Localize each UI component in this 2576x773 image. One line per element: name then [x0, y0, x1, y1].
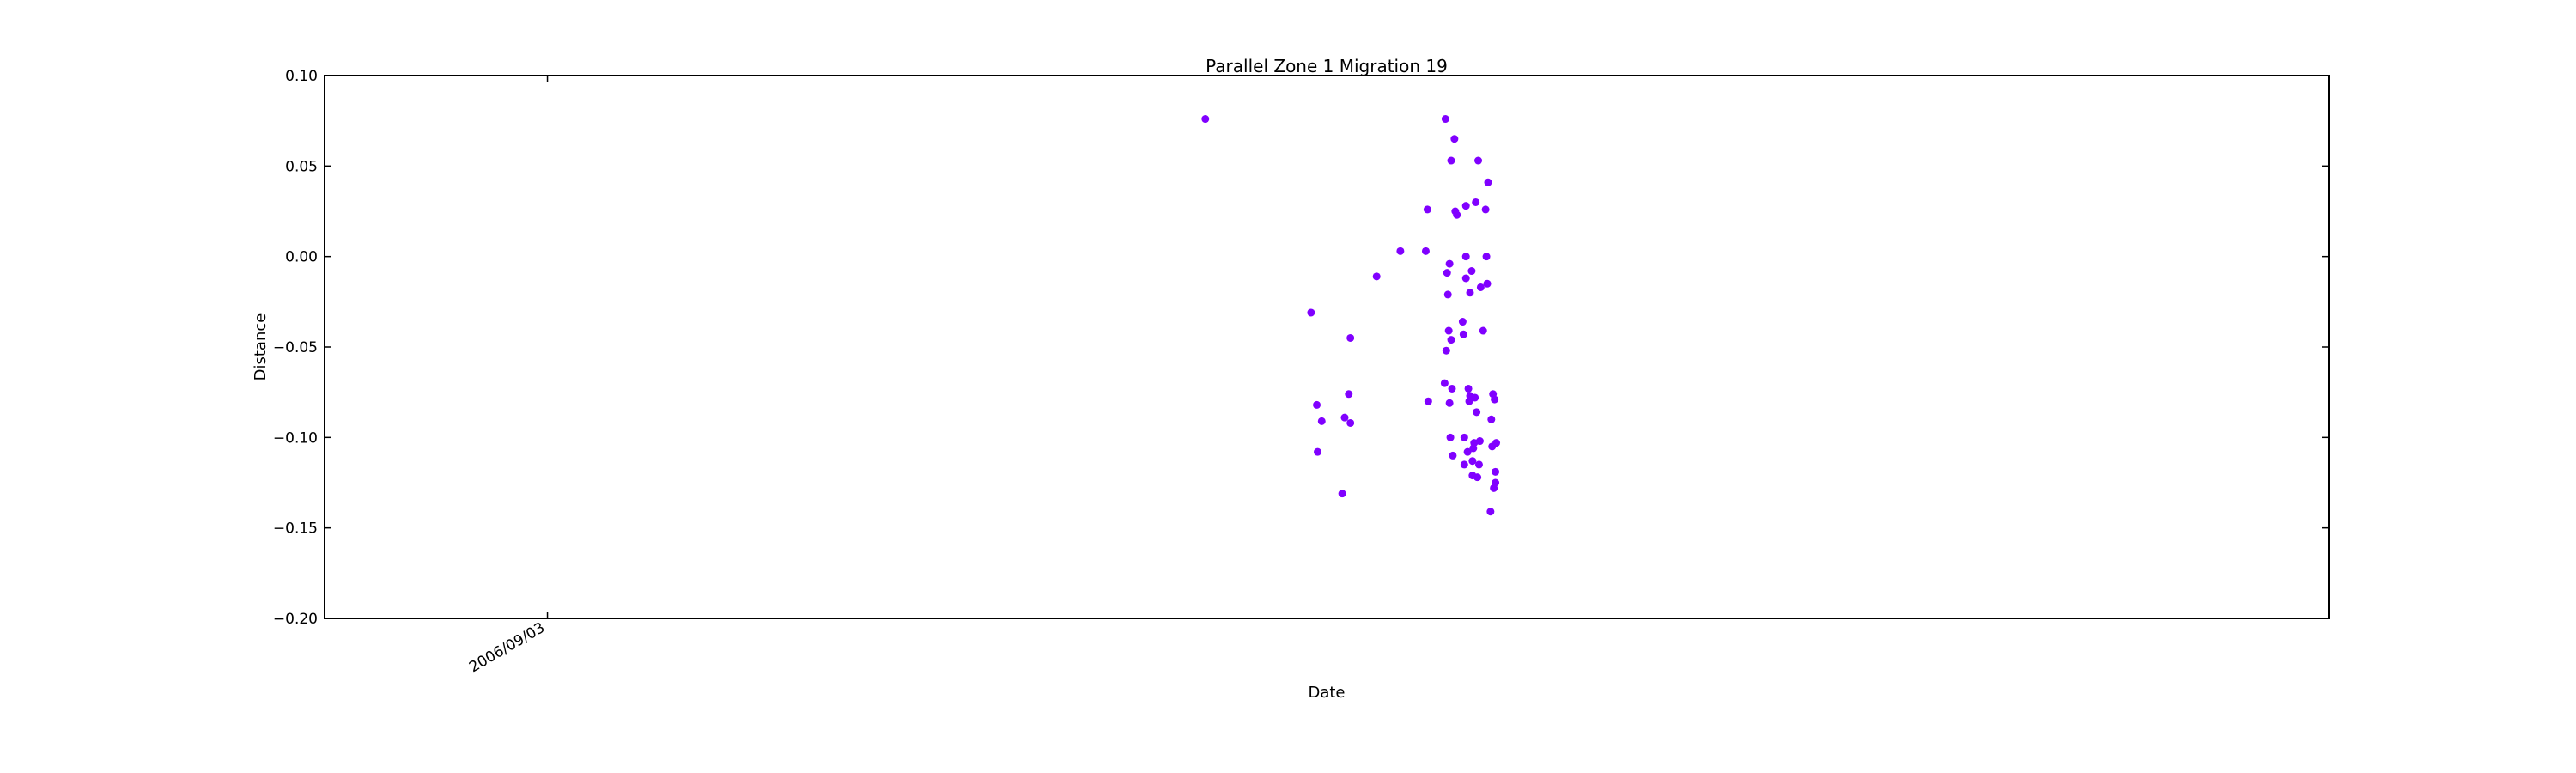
plot-area-frame [324, 75, 2330, 619]
data-point [1447, 336, 1455, 344]
data-point [1201, 115, 1210, 124]
data-point [1317, 417, 1326, 425]
y-tick-label: 0.00 [285, 249, 318, 266]
data-point [1461, 274, 1470, 283]
y-axis-label: Distance [252, 313, 270, 381]
data-point [1338, 490, 1346, 498]
data-point [1450, 135, 1459, 143]
data-point [1464, 384, 1473, 393]
data-point [1396, 247, 1405, 255]
data-point [1445, 399, 1454, 407]
x-axis-ticks: 2006/09/03 [466, 76, 549, 676]
y-tick-label: −0.20 [273, 611, 318, 628]
data-point [1475, 437, 1484, 446]
y-axis-ticks: 0.10 0.05 0.00 −0.05 −0.10 −0.15 −0.20 [273, 68, 2329, 628]
data-point [1460, 460, 1468, 469]
data-point [1346, 333, 1355, 342]
data-point [1442, 346, 1450, 355]
data-point [1421, 247, 1430, 255]
data-point [1372, 272, 1381, 281]
data-point [1483, 279, 1492, 288]
data-point [1446, 433, 1455, 441]
data-point [1479, 326, 1487, 335]
data-point [1487, 415, 1496, 423]
data-point [1484, 178, 1492, 186]
data-point [1492, 478, 1500, 487]
data-point [1466, 289, 1474, 297]
data-point [1313, 400, 1321, 409]
data-point [1445, 259, 1454, 268]
data-point [1471, 393, 1479, 402]
data-points [1201, 115, 1501, 516]
data-point [1472, 198, 1480, 206]
data-point [1481, 205, 1490, 214]
data-point [1346, 418, 1355, 427]
data-point [1474, 156, 1483, 165]
data-point [1482, 253, 1491, 261]
data-point [1473, 408, 1481, 417]
y-tick-label: −0.05 [273, 339, 318, 356]
data-point [1423, 205, 1431, 214]
data-point [1340, 413, 1349, 422]
data-point [1443, 290, 1452, 299]
data-point [1467, 267, 1476, 276]
data-point [1444, 326, 1453, 335]
data-point [1463, 447, 1472, 456]
data-point [1443, 269, 1451, 277]
data-point [1491, 395, 1499, 404]
data-point [1461, 202, 1470, 210]
data-point [1345, 390, 1353, 399]
data-point [1468, 457, 1477, 466]
chart-title: Parallel Zone 1 Migration 19 [1206, 56, 1448, 76]
data-point [1459, 330, 1467, 338]
x-tick-label: 2006/09/03 [466, 619, 548, 676]
data-point [1460, 433, 1468, 441]
data-point [1424, 397, 1432, 405]
data-point [1307, 308, 1315, 317]
data-point [1474, 460, 1483, 469]
data-point [1473, 473, 1482, 482]
data-point [1486, 508, 1495, 516]
x-axis-label: Date [1308, 684, 1345, 702]
data-point [1449, 451, 1457, 460]
data-point [1440, 379, 1449, 387]
data-point [1453, 210, 1461, 219]
data-point [1492, 467, 1500, 476]
y-tick-label: 0.05 [285, 158, 318, 175]
data-point [1461, 253, 1470, 261]
y-tick-label: −0.10 [273, 429, 318, 447]
data-point [1448, 384, 1456, 393]
data-point [1314, 447, 1322, 456]
data-point [1492, 439, 1501, 447]
data-point [1447, 156, 1455, 165]
y-tick-label: 0.10 [285, 68, 318, 85]
data-point [1476, 283, 1485, 291]
y-tick-label: −0.15 [273, 520, 318, 538]
data-point [1458, 318, 1467, 326]
data-point [1441, 115, 1449, 124]
